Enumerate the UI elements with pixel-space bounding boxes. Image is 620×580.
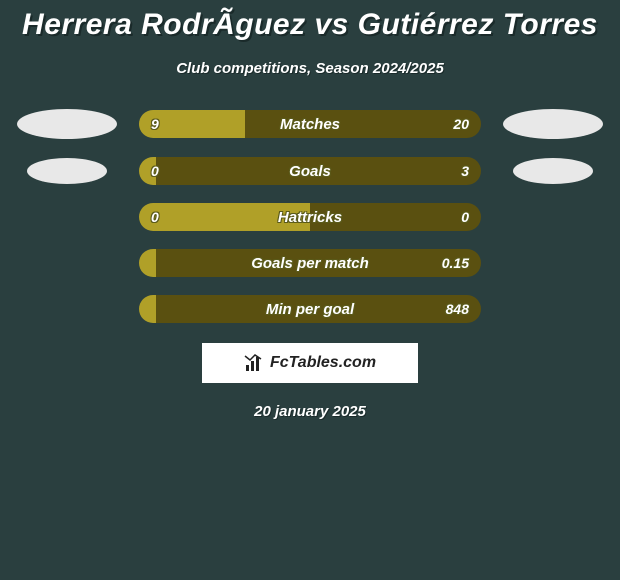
stat-label: Hattricks bbox=[139, 203, 481, 231]
stat-bar: 920Matches bbox=[139, 110, 481, 138]
stat-row: 03Goals bbox=[0, 157, 620, 185]
stat-row: 920Matches bbox=[0, 109, 620, 139]
stat-bar: 0.15Goals per match bbox=[139, 249, 481, 277]
right-team-avatar bbox=[503, 109, 603, 139]
comparison-card: Herrera RodrÃ­guez vs Gutiérrez Torres C… bbox=[0, 0, 620, 420]
source-label: FcTables.com bbox=[270, 354, 376, 372]
stat-bar: 03Goals bbox=[139, 157, 481, 185]
source-badge: FcTables.com bbox=[202, 343, 418, 383]
left-team-avatar bbox=[17, 109, 117, 139]
stat-row: 0.15Goals per match bbox=[0, 249, 620, 277]
stat-label: Matches bbox=[139, 110, 481, 138]
stat-label: Goals bbox=[139, 157, 481, 185]
right-player-avatar bbox=[513, 158, 593, 184]
stat-row: 00Hattricks bbox=[0, 203, 620, 231]
stat-row: 848Min per goal bbox=[0, 295, 620, 323]
stat-label: Goals per match bbox=[139, 249, 481, 277]
stat-bar: 00Hattricks bbox=[139, 203, 481, 231]
stat-label: Min per goal bbox=[139, 295, 481, 323]
date-label: 20 january 2025 bbox=[0, 403, 620, 420]
subtitle: Club competitions, Season 2024/2025 bbox=[0, 60, 620, 77]
left-player-avatar bbox=[27, 158, 107, 184]
stats-list: 920Matches 03Goals 00Hattricks 0.15Goals pe… bbox=[0, 109, 620, 323]
stat-bar: 848Min per goal bbox=[139, 295, 481, 323]
page-title: Herrera RodrÃ­guez vs Gutiérrez Torres bbox=[0, 8, 620, 42]
barchart-icon bbox=[244, 353, 264, 373]
